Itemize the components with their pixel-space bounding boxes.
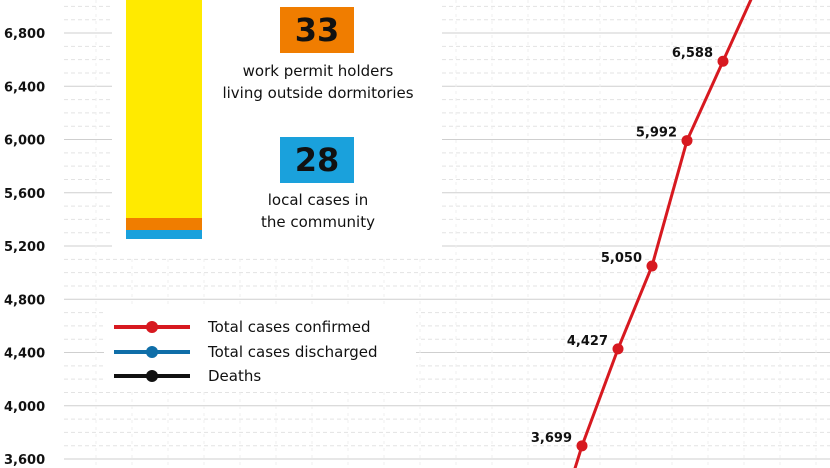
local-caption-line2: the community (261, 213, 375, 231)
y-tick-label: 6,800 (4, 27, 45, 42)
work-permit-caption: work permit holders living outside dormi… (218, 60, 418, 104)
chart-legend: Total cases confirmed Total cases discha… (104, 306, 416, 388)
data-point-confirmed (681, 135, 693, 147)
legend-label-confirmed: Total cases confirmed (207, 318, 371, 336)
y-axis-ticks: 6,800 6,400 6,000 5,600 5,200 4,800 4,400 4,000… (4, 27, 45, 468)
y-tick-label: 6,000 (4, 134, 45, 149)
y-tick-label: 3,600 (4, 453, 45, 468)
local-count-badge: 28 (280, 137, 354, 183)
y-tick-label: 6,400 (4, 80, 45, 95)
work-permit-count-badge: 33 (280, 7, 354, 53)
data-label-confirmed: 3,699 (531, 431, 572, 446)
stacked-bar-blue-segment (126, 230, 202, 239)
data-point-confirmed (612, 343, 624, 355)
y-tick-label: 5,200 (4, 240, 45, 255)
legend-label-deaths: Deaths (208, 367, 261, 385)
work-permit-caption-line1: work permit holders (242, 62, 394, 80)
breakdown-panel: 33 work permit holders living outside do… (112, 0, 442, 256)
y-tick-label: 4,400 (4, 347, 45, 362)
data-label-confirmed: 6,588 (672, 46, 713, 61)
legend-item-deaths: Deaths (114, 367, 261, 385)
data-point-confirmed (646, 260, 658, 272)
series-layer: 3,699 4,427 5,050 5,992 6,588 (531, 0, 753, 468)
data-label-confirmed: 4,427 (567, 334, 608, 349)
y-tick-label: 4,000 (4, 400, 45, 415)
legend-swatch-discharged-dot (146, 346, 158, 358)
legend-item-discharged: Total cases discharged (114, 343, 378, 361)
legend-label-discharged: Total cases discharged (207, 343, 378, 361)
data-label-confirmed: 5,992 (636, 126, 677, 141)
data-label-confirmed: 5,050 (601, 251, 642, 266)
stacked-bar-orange-segment (126, 218, 202, 230)
legend-swatch-deaths-dot (146, 370, 158, 382)
y-tick-label: 5,600 (4, 187, 45, 202)
legend-swatch-confirmed-dot (146, 321, 158, 333)
data-point-confirmed (717, 55, 729, 67)
local-caption: local cases in the community (218, 189, 418, 233)
local-caption-line1: local cases in (267, 191, 369, 209)
data-point-confirmed (576, 440, 588, 452)
stacked-bar-yellow-segment (126, 0, 202, 218)
series-line-confirmed (573, 0, 753, 468)
y-tick-label: 4,800 (4, 293, 45, 308)
legend-item-confirmed: Total cases confirmed (114, 318, 371, 336)
work-permit-caption-line2: living outside dormitories (222, 84, 414, 102)
